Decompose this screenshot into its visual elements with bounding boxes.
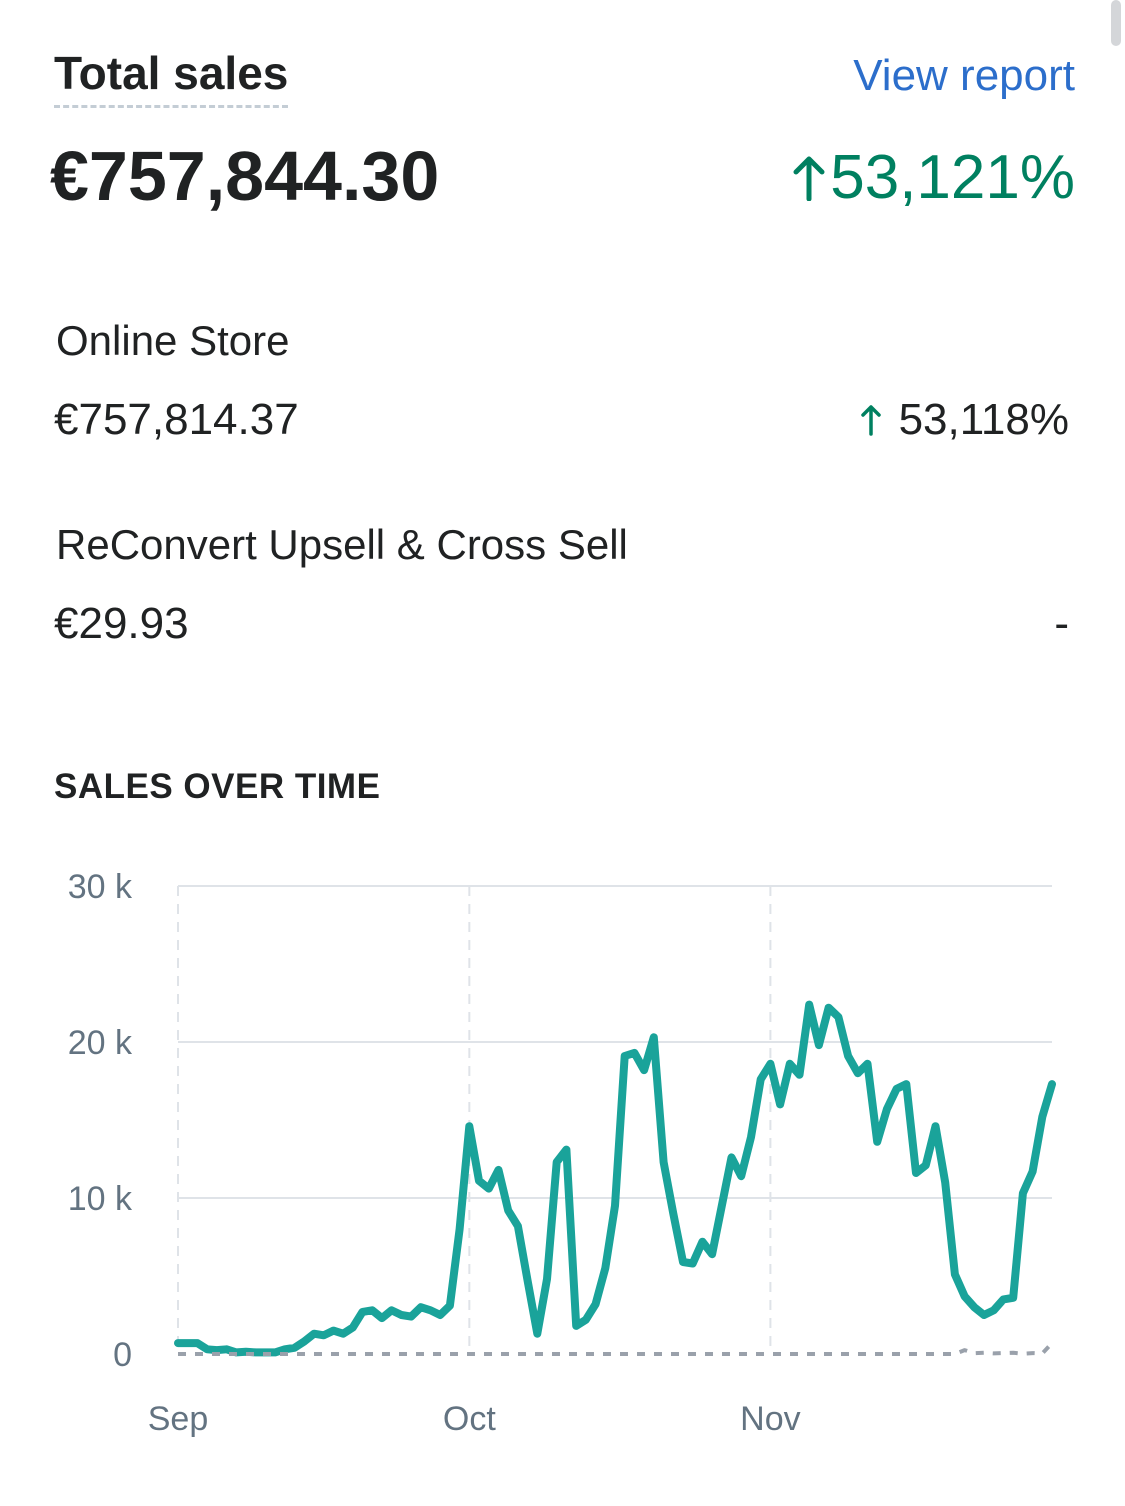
channel-value-reconvert: €29.93 [54,599,189,648]
y-tick-label: 30 k [68,868,133,906]
series-comparison-line [178,1341,1054,1356]
channel-change-value: 53,118% [898,395,1069,444]
y-tick-label: 20 k [68,1024,133,1062]
sales-over-time-chart: 0 10 k 20 k 30 k Sep Oct Nov [68,868,1056,1438]
channel-change-reconvert: - [1054,599,1069,648]
total-sales-value: €757,844.30 [50,137,440,215]
total-sales-change: 53,121% [792,143,1075,212]
arrow-up-icon [860,405,881,436]
total-sales-change-value: 53,121% [830,143,1075,212]
x-tick-label: Sep [148,1400,209,1438]
channel-change-online-store: 53,118% [860,395,1069,444]
channel-value-online-store: €757,814.37 [54,395,299,444]
scrollbar[interactable] [1111,0,1121,46]
channel-name-online-store: Online Store [56,317,290,364]
chart-heading: SALES OVER TIME [54,767,381,806]
channel-name-reconvert: ReConvert Upsell & Cross Sell [56,521,628,568]
x-tick-label: Oct [443,1400,496,1438]
series-sales-line [174,1000,1056,1357]
arrow-up-icon [793,156,825,202]
page-title: Total sales [54,48,289,108]
y-tick-label: 10 k [68,1180,133,1218]
x-tick-label: Nov [740,1400,800,1438]
y-tick-label: 0 [113,1336,132,1374]
view-report-link[interactable]: View report [853,51,1075,100]
